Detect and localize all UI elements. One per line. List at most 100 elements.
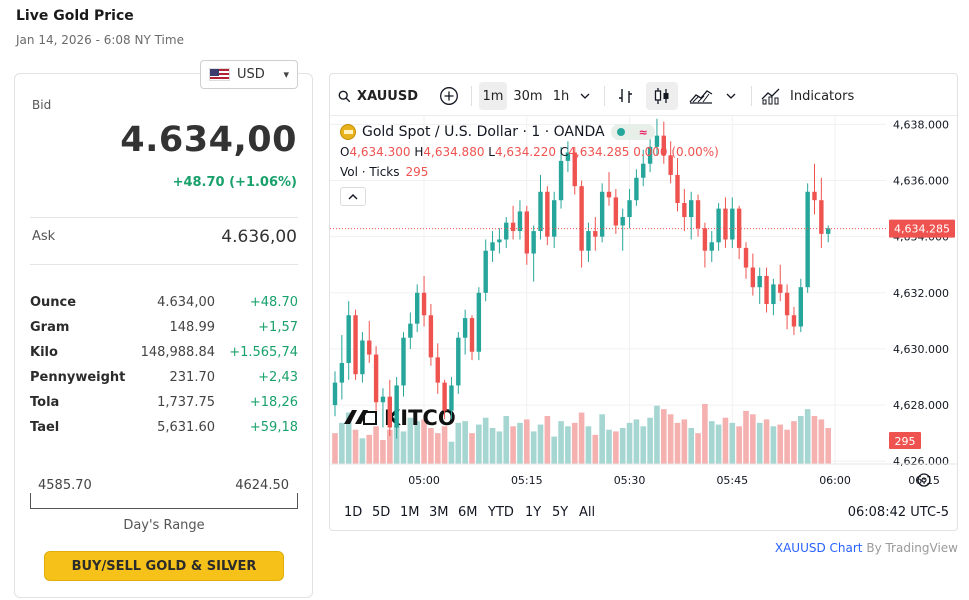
x-tick-label: 05:30	[614, 474, 646, 487]
volume-bar	[359, 438, 366, 464]
volume-bar	[352, 429, 359, 464]
indicators-icon	[761, 88, 780, 105]
range-6m[interactable]: 6M	[458, 505, 478, 520]
candle-body	[524, 211, 529, 254]
y-tick-label: 4,630.000	[893, 343, 949, 356]
candle-body	[579, 186, 584, 251]
market-status-badge: ≈	[610, 124, 655, 140]
volume-bar	[482, 417, 489, 464]
candle-body	[449, 385, 454, 411]
volume-bar	[551, 436, 557, 464]
close-label: C	[559, 145, 569, 159]
low-value: 4,634.220	[494, 145, 557, 159]
range-5y[interactable]: 5Y	[552, 505, 569, 520]
candle-body	[442, 382, 447, 411]
currency-select[interactable]: USD ▾	[200, 60, 298, 89]
candle-body	[784, 292, 790, 316]
candle-body	[812, 191, 817, 201]
candle-body	[435, 357, 440, 383]
gold-bar-icon	[340, 124, 356, 140]
chart-link[interactable]: XAUUSD Chart	[774, 541, 863, 555]
collapse-legend-button[interactable]	[340, 187, 366, 206]
volume-bar	[619, 428, 626, 464]
range-all[interactable]: All	[579, 505, 596, 520]
range-1y[interactable]: 1Y	[525, 505, 542, 520]
y-tick-label: 4,638.000	[893, 118, 949, 131]
bid-value: 4.634,00	[120, 120, 297, 160]
volume-bar	[380, 440, 386, 464]
range-3m[interactable]: 3M	[429, 505, 449, 520]
delay-icon: ≈	[638, 125, 648, 139]
volume-bar	[448, 441, 455, 464]
volume-bar	[667, 414, 674, 464]
x-tick-label: 05:45	[716, 474, 748, 487]
range-5d[interactable]: 5D	[372, 505, 391, 520]
volume-bar	[770, 426, 777, 464]
indicators-button[interactable]: Indicators	[760, 82, 860, 110]
compare-symbol-button[interactable]	[436, 82, 462, 110]
candle-body	[771, 284, 776, 305]
volume-bar	[708, 421, 715, 464]
candle-body	[702, 228, 708, 251]
high-value: 4,634.880	[423, 145, 485, 159]
chart-type-dropdown[interactable]	[722, 82, 740, 110]
vertical-divider	[751, 86, 752, 106]
ohlc-bars-icon	[619, 89, 632, 103]
buy-sell-button[interactable]: BUY/SELL GOLD & SILVER	[44, 551, 284, 581]
candle-body	[819, 200, 824, 234]
volume-bar	[798, 416, 804, 464]
volume-bar	[578, 412, 585, 464]
chart-toolbar: XAUUSD 1m 30m 1h Indicators	[330, 74, 957, 116]
price-chart[interactable]: 4,638.0004,636.0004,634.0004,632.0004,63…	[330, 116, 958, 506]
volume-bar	[476, 424, 482, 464]
candle-body	[634, 177, 639, 201]
volume-bar	[592, 434, 599, 464]
interval-30m[interactable]: 30m	[513, 88, 543, 104]
volume-bar	[756, 422, 763, 464]
volume-bar	[489, 428, 496, 464]
unit-row-pennyweight: Pennyweight 231.70 +2,43	[30, 365, 298, 390]
area-chart-type-button[interactable]	[684, 82, 718, 110]
candle-body	[716, 208, 721, 243]
candle-body	[798, 287, 803, 327]
chevron-down-icon	[726, 93, 736, 99]
unit-name: Gram	[30, 320, 70, 335]
candles-chart-type-button[interactable]	[646, 82, 678, 110]
volume-bar	[393, 424, 400, 464]
chevron-up-icon	[348, 193, 358, 199]
range-1m[interactable]: 1M	[400, 505, 420, 520]
symbol-search[interactable]: XAUUSD	[338, 82, 418, 110]
candle-body	[380, 396, 386, 403]
candle-body	[394, 385, 399, 428]
days-range-label: Day's Range	[123, 518, 205, 533]
unit-name: Kilo	[30, 345, 58, 360]
x-tick-label: 06:15	[908, 474, 940, 487]
open-value: 4,634.300	[349, 145, 411, 159]
candle-body	[408, 323, 413, 338]
chevron-down-icon: ▾	[283, 68, 289, 81]
bar-chart-type-button[interactable]	[612, 82, 640, 110]
us-flag-icon	[209, 68, 230, 81]
candle-body	[476, 292, 482, 352]
indicators-label: Indicators	[790, 88, 855, 104]
interval-dropdown[interactable]	[576, 82, 594, 110]
low-label: L	[488, 145, 495, 159]
volume-bar	[421, 419, 427, 464]
volume-bar	[715, 424, 722, 464]
range-1d[interactable]: 1D	[344, 505, 363, 520]
range-ytd[interactable]: YTD	[488, 505, 514, 520]
volume-bar	[674, 422, 681, 464]
interval-1h[interactable]: 1h	[552, 88, 570, 104]
volume-bar	[688, 428, 694, 464]
unit-price: 148.99	[169, 320, 216, 335]
chart-attribution: XAUUSD Chart By TradingView	[775, 541, 958, 555]
candle-body	[689, 200, 694, 218]
volume-bar	[469, 433, 475, 464]
unit-name: Tola	[30, 395, 60, 410]
candle-body	[743, 247, 749, 268]
interval-1m[interactable]: 1m	[479, 82, 507, 110]
volume-bar	[825, 428, 831, 464]
volume-bar	[606, 429, 612, 464]
volume-bar	[332, 433, 338, 464]
candle-body	[627, 200, 632, 218]
